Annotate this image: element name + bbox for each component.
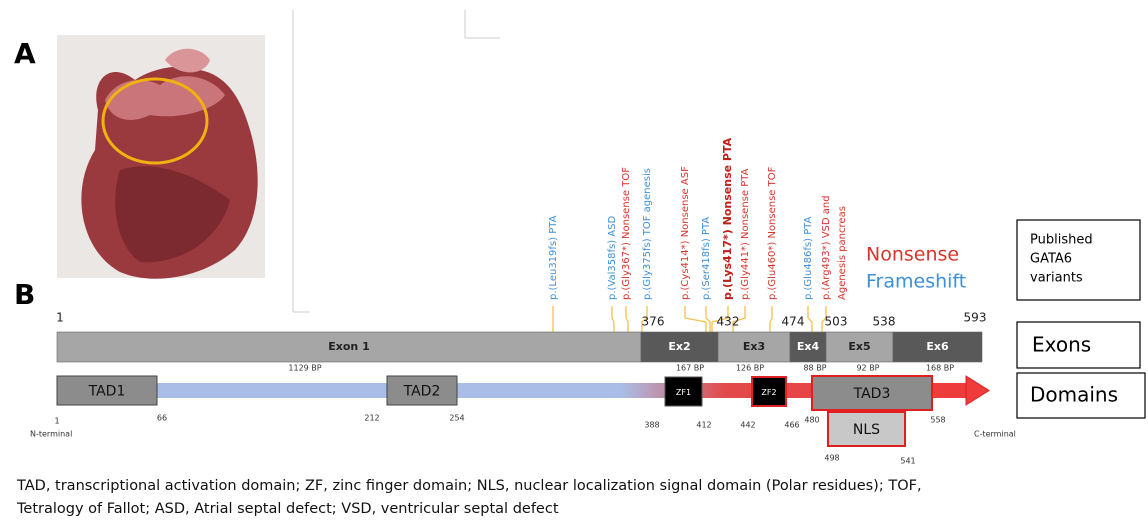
variant-label: Agenesis pancreas <box>837 206 848 300</box>
domain-label: NLS <box>853 422 880 438</box>
domains: TAD1 1 66 TAD2 212 254 ZF1 388 412 ZF2 442 466 TAD3 4… <box>54 375 946 466</box>
exon-boundary: 538 <box>873 315 896 329</box>
exon <box>56 331 642 363</box>
domain-label: TAD2 <box>403 384 441 400</box>
variant-connector <box>807 306 813 332</box>
variant-connector <box>684 306 707 332</box>
domain-box <box>751 376 787 407</box>
exon-label: Ex6 <box>926 340 949 353</box>
published-box <box>1016 219 1141 301</box>
domain-start: 1 <box>54 417 59 426</box>
variant-label: p.(Gly375fs) TOF agenesis <box>642 168 653 300</box>
domain-start: 498 <box>824 454 839 463</box>
domains-box-label: Domains <box>1030 383 1118 407</box>
exon <box>717 331 791 363</box>
exon-label: Exon 1 <box>328 340 369 353</box>
published-text: GATA6 <box>1030 252 1072 267</box>
exon-size: 88 BP <box>803 364 826 373</box>
frame-lines <box>292 10 500 313</box>
exon-label: Ex2 <box>668 340 690 353</box>
variant-label: p.(Leu319fs) PTA <box>548 215 559 300</box>
exon-bar: Exon 1 1129 BP Ex2 167 BP Ex3 126 BP Ex4 88 BP E… <box>56 311 986 373</box>
exon-boundary: 1 <box>56 311 64 325</box>
variant-label: p.(Val358fs) ASD <box>607 216 618 300</box>
domain-end: 412 <box>696 421 711 430</box>
variant-label: p.(Gly367*) Nonsense TOF <box>621 167 632 300</box>
exon-label: Ex4 <box>797 340 820 353</box>
arrow-head <box>965 375 990 406</box>
domain-end: 254 <box>449 414 464 423</box>
variant-label: p.(Glu486fs) PTA <box>803 216 814 300</box>
variant-connector <box>732 306 746 332</box>
caption: Tetralogy of Fallot; ASD, Atrial septal … <box>16 501 559 517</box>
exon-boundary: 593 <box>964 311 987 325</box>
variant-label: p.(Glu460*) Nonsense TOF <box>767 166 778 300</box>
domain-box <box>664 376 703 407</box>
variant-connector <box>821 306 827 332</box>
domain-label: TAD1 <box>88 384 126 400</box>
exon-boundary: 503 <box>825 315 848 329</box>
variant-connector <box>611 306 615 332</box>
exons-box-label: Exons <box>1032 333 1091 357</box>
caption: TAD, transcriptional activation domain; … <box>16 478 922 494</box>
variant-connector <box>705 306 711 332</box>
domain-label: TAD3 <box>853 386 891 402</box>
domain-box <box>386 375 458 406</box>
domain-end: 66 <box>157 414 167 423</box>
exon-size: 168 BP <box>926 364 954 373</box>
variant-label: p.(Ser418fs) PTA <box>701 217 712 300</box>
domain-start: 480 <box>804 416 819 425</box>
exon <box>640 331 719 363</box>
domain-start: 442 <box>740 421 755 430</box>
legend-nonsense: Nonsense <box>866 244 959 266</box>
exon-label: Ex5 <box>848 340 870 353</box>
exon-boundary: 432 <box>717 315 740 329</box>
n-terminal: N-terminal <box>30 430 72 439</box>
exon-size: 92 BP <box>856 364 879 373</box>
exon <box>892 331 983 363</box>
variant-label: p.(Cys414*) Nonsense ASF <box>680 166 691 300</box>
variant-connector <box>769 306 773 332</box>
domain-end: 541 <box>900 457 915 466</box>
exon-boundary: 474 <box>782 315 805 329</box>
published-text: variants <box>1030 271 1083 286</box>
variant-connector <box>641 306 648 332</box>
variant-connector <box>711 306 729 332</box>
exon <box>789 331 827 363</box>
domain-start: 212 <box>364 414 379 423</box>
heart-photo <box>57 35 265 279</box>
legend-frameshift: Frameshift <box>866 271 966 293</box>
variant-label: p.(Arg493*) VSD and <box>821 195 832 300</box>
domain-end: 466 <box>784 421 799 430</box>
panel-label: A <box>14 37 36 70</box>
domain-box <box>827 411 906 447</box>
exon-boundary: 376 <box>642 315 665 329</box>
domain-label: ZF2 <box>761 388 776 397</box>
variant-label: p.(Gly441*) Nonsense PTA <box>740 168 751 300</box>
domain-label: ZF1 <box>676 388 691 397</box>
domain-box <box>811 375 933 411</box>
domain-start: 388 <box>644 421 659 430</box>
exon-size: 167 BP <box>676 364 704 373</box>
exon <box>825 331 894 363</box>
exon-label: Ex3 <box>743 340 765 353</box>
domain-end: 558 <box>930 416 945 425</box>
published-text: Published <box>1030 233 1093 248</box>
variant-labels: p.(Leu319fs) PTA p.(Val358fs) ASD p.(Gly36… <box>548 137 848 332</box>
exons-box <box>1016 321 1141 369</box>
exon-size: 1129 BP <box>288 364 321 373</box>
panel-label: B <box>14 278 35 311</box>
c-terminal: C-terminal <box>974 430 1016 439</box>
domains-box <box>1016 372 1146 419</box>
exon-size: 126 BP <box>736 364 764 373</box>
variant-label: p.(Lys417*) Nonsense PTA <box>721 137 734 300</box>
domain-box <box>56 375 158 406</box>
variant-connector <box>625 306 629 332</box>
